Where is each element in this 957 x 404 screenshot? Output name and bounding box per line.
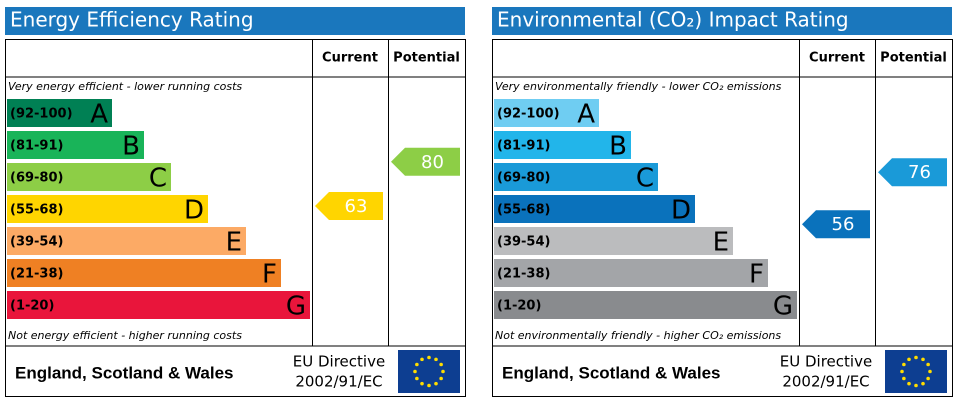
rating-band xyxy=(7,99,112,127)
band-range: (1-20) xyxy=(497,299,541,314)
eu-star xyxy=(907,381,911,386)
band-range: (39-54) xyxy=(497,235,550,250)
band-letter: C xyxy=(636,164,654,194)
band-range: (69-80) xyxy=(497,171,550,186)
eu-star xyxy=(928,369,932,374)
eu-star xyxy=(420,381,424,386)
eu-star xyxy=(434,381,438,386)
eu-star xyxy=(907,357,911,362)
rating-band xyxy=(7,291,310,319)
panel-frame xyxy=(5,39,466,397)
rating-band xyxy=(7,195,208,223)
rating-band xyxy=(494,227,733,255)
rating-value: 76 xyxy=(908,162,931,183)
top-note: Very energy efficient - lower running co… xyxy=(8,80,242,93)
eu-star xyxy=(413,369,417,374)
eu-star xyxy=(420,357,424,362)
top-note: Very environmentally friendly - lower CO… xyxy=(495,80,782,93)
eu-star xyxy=(902,376,906,381)
band-letter: G xyxy=(773,292,793,322)
eu-star xyxy=(427,355,431,360)
rating-band xyxy=(494,291,797,319)
rating-arrow xyxy=(802,210,870,239)
column-header: Potential xyxy=(880,51,947,66)
band-range: (92-100) xyxy=(10,107,73,122)
footer-directive: EU Directive xyxy=(780,353,872,371)
rating-band xyxy=(494,99,599,127)
band-range: (21-38) xyxy=(497,267,550,282)
eu-star xyxy=(434,357,438,362)
rating-band xyxy=(7,227,246,255)
column-header: Potential xyxy=(393,51,460,66)
rating-value: 80 xyxy=(421,152,444,173)
band-range: (81-91) xyxy=(10,139,63,154)
eu-star xyxy=(439,376,443,381)
footer-directive: 2002/91/EC xyxy=(782,373,869,391)
band-letter: D xyxy=(671,196,691,226)
footer-region: England, Scotland & Wales xyxy=(502,363,721,382)
footer-directive: EU Directive xyxy=(293,353,385,371)
eu-star xyxy=(900,369,904,374)
band-letter: A xyxy=(577,100,595,130)
band-range: (92-100) xyxy=(497,107,560,122)
rating-arrow xyxy=(391,147,460,176)
rating-band xyxy=(7,163,171,191)
band-range: (55-68) xyxy=(497,203,550,218)
eu-star xyxy=(441,369,445,374)
band-range: (21-38) xyxy=(10,267,63,282)
footer-region: England, Scotland & Wales xyxy=(15,363,234,382)
rating-band xyxy=(494,163,658,191)
bottom-note: Not environmentally friendly - higher CO… xyxy=(495,329,781,342)
band-range: (81-91) xyxy=(497,139,550,154)
panel-title: Energy Efficiency Rating xyxy=(10,8,254,32)
band-letter: G xyxy=(286,292,306,322)
band-letter: B xyxy=(609,132,627,162)
eu-star xyxy=(921,381,925,386)
eu-star xyxy=(902,362,906,367)
rating-band xyxy=(494,131,631,159)
band-letter: E xyxy=(226,228,242,258)
column-header: Current xyxy=(809,51,865,66)
eu-star xyxy=(427,383,431,388)
eu-star xyxy=(914,383,918,388)
eu-star xyxy=(415,362,419,367)
band-range: (1-20) xyxy=(10,299,54,314)
rating-value: 56 xyxy=(832,214,855,235)
rating-band xyxy=(494,259,768,287)
title-bar xyxy=(5,7,465,35)
band-letter: A xyxy=(90,100,108,130)
eu-star xyxy=(926,362,930,367)
eu-star xyxy=(926,376,930,381)
eu-star xyxy=(415,376,419,381)
band-letter: D xyxy=(184,196,204,226)
eu-star xyxy=(921,357,925,362)
band-range: (39-54) xyxy=(10,235,63,250)
eu-star xyxy=(914,355,918,360)
band-letter: B xyxy=(122,132,140,162)
rating-band xyxy=(494,195,695,223)
band-letter: F xyxy=(262,260,277,290)
band-letter: C xyxy=(149,164,167,194)
title-bar xyxy=(492,7,952,35)
rating-arrow xyxy=(315,192,383,220)
panel-title: Environmental (CO₂) Impact Rating xyxy=(497,8,849,32)
rating-band xyxy=(7,259,281,287)
band-range: (69-80) xyxy=(10,171,63,186)
panel-frame xyxy=(492,39,953,397)
bottom-note: Not energy efficient - higher running co… xyxy=(8,329,242,342)
column-header: Current xyxy=(322,51,378,66)
band-range: (55-68) xyxy=(10,203,63,218)
rating-band xyxy=(7,131,144,159)
band-letter: E xyxy=(713,228,729,258)
footer-directive: 2002/91/EC xyxy=(295,373,382,391)
eu-star xyxy=(439,362,443,367)
rating-value: 63 xyxy=(345,196,368,217)
rating-arrow xyxy=(878,158,947,187)
band-letter: F xyxy=(749,260,764,290)
